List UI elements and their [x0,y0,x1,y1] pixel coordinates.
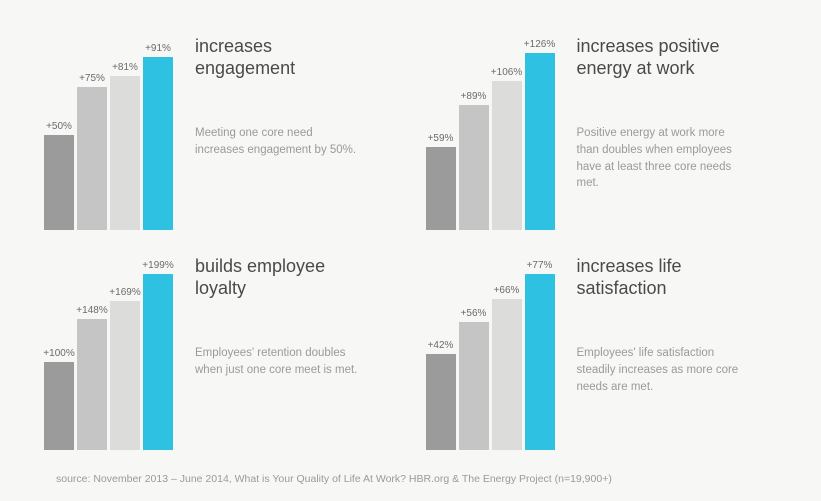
bar-label: +50% [46,121,72,132]
bar-wrap: +126% [525,24,555,230]
bar-wrap: +42% [426,244,456,450]
bar-wrap: +199% [143,244,173,450]
bar-label: +75% [79,73,105,84]
bar-label: +81% [112,62,138,73]
panel-loyalty: +100% +148% +169% +199% builds employee … [44,244,396,450]
bar-label: +59% [428,133,454,144]
panel-text: increases life satisfaction Employees' l… [577,244,778,450]
bars-positive-energy: +59% +89% +106% +126% [426,24,555,230]
bar-label: +89% [461,91,487,102]
chart-grid: +50% +75% +81% +91% increases engagement… [0,0,821,450]
bar-label: +91% [145,43,171,54]
bar-wrap: +169% [110,244,140,450]
bar-wrap: +81% [110,24,140,230]
bar [110,76,140,230]
bar [459,105,489,230]
bar [492,81,522,230]
bar [426,147,456,230]
bar [459,322,489,450]
panel-title: increases engagement [195,36,355,79]
bar [426,354,456,450]
bar-wrap: +100% [44,244,74,450]
bar-label: +42% [428,340,454,351]
bar [143,274,173,450]
bar [525,274,555,450]
panel-title: increases positive energy at work [577,36,737,79]
bar-label: +199% [142,260,173,271]
bar-wrap: +77% [525,244,555,450]
bar-label: +148% [76,305,107,316]
bar [525,53,555,230]
panel-title: increases life satisfaction [577,256,737,299]
bar-wrap: +75% [77,24,107,230]
panel-desc: Positive energy at work more than double… [577,125,742,192]
panel-life-satisfaction: +42% +56% +66% +77% increases life satis… [426,244,778,450]
bar-wrap: +50% [44,24,74,230]
bar-label: +169% [109,287,140,298]
bar-label: +56% [461,308,487,319]
bar [44,135,74,230]
source-text: source: November 2013 – June 2014, What … [56,473,612,485]
bar-wrap: +59% [426,24,456,230]
bar [143,57,173,230]
bar [77,319,107,450]
bar-wrap: +89% [459,24,489,230]
bar-wrap: +148% [77,244,107,450]
panel-text: increases positive energy at work Positi… [577,24,778,230]
bars-loyalty: +100% +148% +169% +199% [44,244,173,450]
panel-title: builds employee loyalty [195,256,355,299]
bar [77,87,107,230]
bar-wrap: +91% [143,24,173,230]
bar-wrap: +106% [492,24,522,230]
bars-life-satisfaction: +42% +56% +66% +77% [426,244,555,450]
panel-engagement: +50% +75% +81% +91% increases engagement… [44,24,396,230]
bar-label: +77% [527,260,553,271]
bar-label: +100% [43,348,74,359]
bar-wrap: +56% [459,244,489,450]
bar [44,362,74,450]
bar-label: +106% [491,67,522,78]
bar-label: +126% [524,39,555,50]
bar [110,301,140,450]
bars-engagement: +50% +75% +81% +91% [44,24,173,230]
bar-wrap: +66% [492,244,522,450]
panel-text: builds employee loyalty Employees' reten… [195,244,396,450]
bar-label: +66% [494,285,520,296]
panel-positive-energy: +59% +89% +106% +126% increases positive… [426,24,778,230]
panel-text: increases engagement Meeting one core ne… [195,24,396,230]
panel-desc: Employees' retention doubles when just o… [195,345,360,378]
panel-desc: Employees' life satisfaction steadily in… [577,345,742,395]
bar [492,299,522,450]
panel-desc: Meeting one core need increases engageme… [195,125,360,158]
